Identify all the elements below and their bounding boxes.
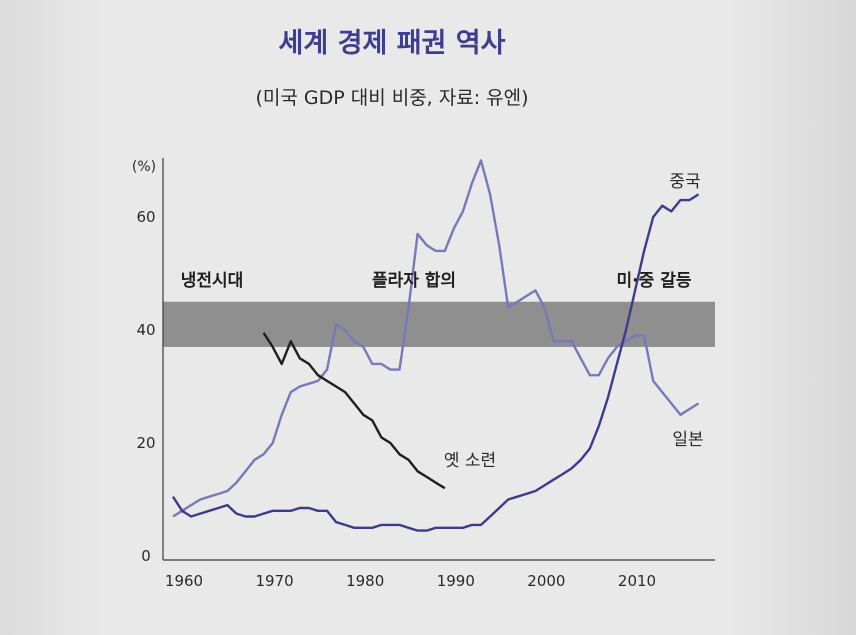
x-tick-label: 2000 <box>527 572 565 590</box>
series-label: 중국 <box>669 172 700 192</box>
era-label: 플라자 합의 <box>372 270 456 291</box>
series-line-0 <box>172 159 700 518</box>
series-label: 옛 소련 <box>444 451 496 471</box>
y-axis-unit: (%) <box>132 159 156 175</box>
axis-layer: 0 20 40 60 1960 1970 1980 1990 2000 2010 <box>136 158 715 590</box>
y-tick-label: 0 <box>141 547 151 565</box>
era-label: 미·중 갈등 <box>617 271 692 291</box>
x-tick-label: 1970 <box>256 572 294 590</box>
x-tick-label: 1990 <box>437 572 475 590</box>
era-label: 냉전시대 <box>181 271 244 291</box>
chart-title: 세계 경제 패권 역사 <box>279 28 506 59</box>
chart-subtitle: (미국 GDP 대비 비중, 자료: 유엔) <box>255 87 528 109</box>
series-line-1 <box>171 193 700 532</box>
band-layer <box>163 301 715 347</box>
y-tick-label: 40 <box>136 321 155 339</box>
y-tick-label: 20 <box>136 434 155 452</box>
line-layer <box>171 159 700 532</box>
x-tick-label: 1960 <box>165 572 203 590</box>
x-tick-label: 2010 <box>618 572 656 590</box>
x-tick-label: 1980 <box>346 572 384 590</box>
series-line-2 <box>262 332 446 490</box>
y-tick-label: 60 <box>136 208 155 226</box>
series-label: 일본 <box>672 430 703 450</box>
shaded-band <box>163 301 715 347</box>
